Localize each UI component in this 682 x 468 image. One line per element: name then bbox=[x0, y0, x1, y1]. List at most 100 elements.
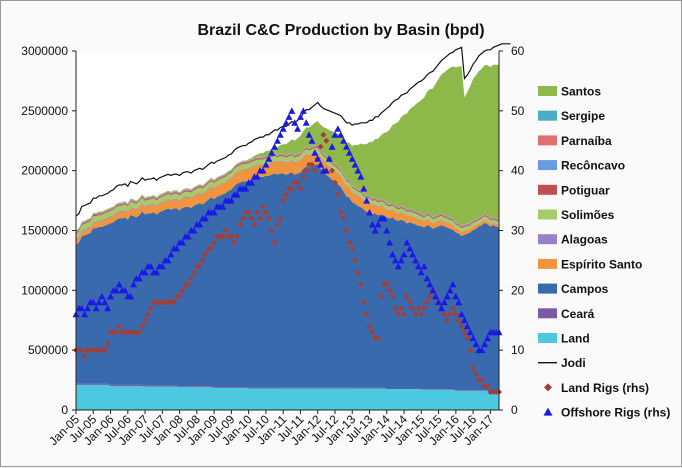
offshore-rig-point bbox=[412, 256, 420, 264]
offshore-rig-point bbox=[268, 149, 276, 156]
offshore-rig-point bbox=[173, 244, 181, 252]
offshore-rig-point bbox=[271, 143, 279, 150]
legend-swatch-land-rigs-rhs- bbox=[544, 383, 552, 392]
area-land bbox=[76, 384, 499, 410]
legend-label-parnaiba: Parnaíba bbox=[561, 134, 612, 148]
land-rig-point bbox=[337, 209, 344, 216]
offshore-rig-point bbox=[437, 304, 445, 312]
legend-swatch-land bbox=[538, 333, 557, 343]
land-rig-point bbox=[245, 209, 252, 216]
offshore-rig-point bbox=[432, 292, 440, 300]
land-rig-point bbox=[424, 299, 431, 306]
land-rig-point bbox=[231, 239, 238, 246]
offshore-rig-point bbox=[472, 340, 480, 348]
land-rig-point bbox=[308, 161, 315, 168]
legend-swatch-espirito-santo bbox=[538, 258, 557, 269]
offshore-rig-point bbox=[233, 191, 241, 198]
land-rig-point bbox=[418, 311, 425, 318]
land-rig-point bbox=[208, 245, 215, 252]
left-tick-label: 0 bbox=[61, 403, 68, 417]
land-rig-point bbox=[403, 293, 410, 300]
offshore-rig-point bbox=[394, 262, 402, 270]
chart-title: Brazil C&C Production by Basin (bpd) bbox=[197, 22, 484, 39]
legend-swatch-reconcavo bbox=[538, 160, 557, 171]
offshore-rig-point bbox=[127, 292, 135, 300]
offshore-rig-point bbox=[317, 161, 325, 168]
legend-swatch-ceara bbox=[538, 308, 557, 319]
offshore-rig-point bbox=[84, 304, 92, 312]
offshore-rig-point bbox=[308, 137, 316, 144]
offshore-rig-point bbox=[366, 209, 374, 216]
land-rig-point bbox=[176, 293, 183, 300]
offshore-rig-point bbox=[368, 221, 376, 228]
right-tick-label: 0 bbox=[511, 403, 518, 417]
offshore-rig-point bbox=[397, 256, 405, 264]
offshore-rig-point bbox=[276, 131, 284, 138]
offshore-rig-point bbox=[98, 292, 106, 300]
offshore-rig-point bbox=[285, 113, 293, 120]
legend-label-offshore-rigs-rhs-: Offshore Rigs (rhs) bbox=[561, 406, 670, 420]
left-tick-label: 2000000 bbox=[21, 164, 68, 178]
offshore-rig-point bbox=[115, 280, 123, 288]
offshore-rig-point bbox=[299, 107, 307, 114]
land-rig-point bbox=[222, 227, 229, 234]
land-rig-point bbox=[386, 287, 393, 294]
offshore-rig-point bbox=[158, 262, 166, 270]
land-rig-point bbox=[444, 317, 451, 324]
offshore-rig-point bbox=[363, 197, 371, 204]
right-tick-label: 20 bbox=[511, 283, 525, 297]
offshore-rig-point bbox=[466, 328, 474, 336]
offshore-rig-point bbox=[325, 155, 333, 162]
offshore-rig-point bbox=[452, 292, 460, 300]
offshore-rig-point bbox=[279, 125, 287, 132]
land-rig-point bbox=[300, 173, 307, 180]
legend-label-land: Land bbox=[561, 332, 590, 346]
offshore-rig-point bbox=[78, 304, 86, 312]
legend-swatch-solimoes bbox=[538, 209, 557, 220]
land-rig-point bbox=[147, 305, 154, 312]
legend-label-jodi: Jodi bbox=[561, 356, 586, 370]
land-rig-point bbox=[426, 293, 433, 300]
land-rig-point bbox=[406, 299, 413, 306]
right-tick-label: 60 bbox=[511, 44, 525, 58]
land-rig-point bbox=[458, 323, 465, 330]
legend-swatch-sergipe bbox=[538, 110, 557, 121]
offshore-rig-point bbox=[340, 137, 348, 144]
offshore-rig-point bbox=[354, 167, 362, 174]
area-espirito-santo bbox=[76, 152, 499, 245]
land-rig-point bbox=[113, 329, 120, 336]
land-rig-point bbox=[401, 311, 408, 318]
offshore-rig-point bbox=[400, 250, 408, 258]
offshore-rig-point bbox=[196, 221, 204, 228]
land-rig-point bbox=[421, 305, 428, 312]
offshore-rig-point bbox=[164, 256, 172, 264]
land-rig-point bbox=[334, 191, 341, 198]
land-rig-point bbox=[331, 179, 338, 186]
land-rig-point bbox=[81, 353, 88, 360]
land-rig-point bbox=[467, 347, 474, 354]
land-rig-point bbox=[355, 269, 361, 276]
land-rig-point bbox=[470, 365, 477, 372]
legend-swatch-potiguar bbox=[538, 184, 557, 195]
offshore-rig-point bbox=[167, 250, 175, 258]
land-rig-point bbox=[352, 257, 359, 264]
offshore-rig-point bbox=[443, 292, 451, 300]
offshore-rig-point bbox=[345, 149, 353, 156]
land-rig-point bbox=[409, 305, 416, 312]
land-rig-point bbox=[452, 311, 459, 318]
land-rig-point bbox=[265, 215, 272, 222]
land-rig-point bbox=[366, 323, 373, 330]
offshore-rig-point bbox=[429, 286, 437, 294]
legend-label-ceara: Ceará bbox=[561, 307, 595, 321]
offshore-rig-point bbox=[262, 161, 270, 168]
offshore-rig-point bbox=[141, 268, 149, 276]
offshore-rig-point bbox=[360, 185, 368, 192]
offshore-rig-point bbox=[242, 185, 250, 192]
offshore-rig-point bbox=[92, 304, 100, 312]
land-rig-point bbox=[211, 239, 218, 246]
legend-swatch-parnaiba bbox=[538, 135, 557, 146]
right-tick-label: 50 bbox=[511, 104, 525, 118]
offshore-rig-point bbox=[463, 322, 471, 330]
